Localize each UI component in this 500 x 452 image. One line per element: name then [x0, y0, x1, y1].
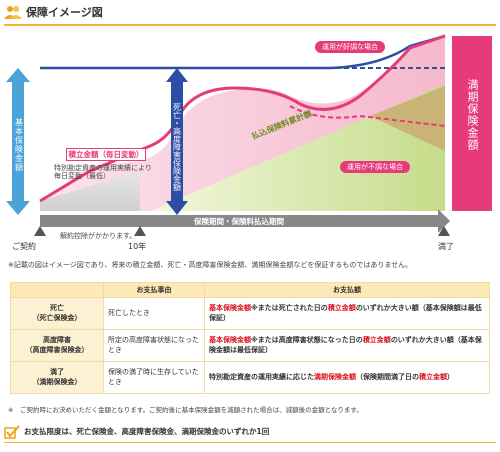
- people-icon: [4, 6, 22, 19]
- maturity-end-label: 満了: [438, 242, 454, 251]
- table-header-row: お支払事由 お支払額: [10, 282, 490, 298]
- table-header-empty: [10, 282, 104, 298]
- maturity-amount-label: 満期保険金額: [466, 79, 479, 151]
- section-title: 保障イメージ図: [26, 6, 103, 19]
- basic-amount-arrow: [6, 68, 30, 215]
- row-maturity-header: 満了 （満期保険金）: [10, 361, 104, 394]
- bad-case-area: [370, 86, 445, 151]
- chart-disclaimer: ※記載の図はイメージ図であり、将来の積立金額、死亡・高度障害保険金額、満期保険金…: [8, 261, 413, 269]
- payment-table: お支払事由 お支払額 死亡 （死亡保険金） 死亡したとき 基本保険金額※または死…: [10, 282, 490, 394]
- table-header-amount: お支払額: [204, 282, 490, 298]
- row-death-header: 死亡 （死亡保険金）: [10, 297, 104, 330]
- payment-limit-text: お支払限度は、死亡保険金、高度障害保険金、満期保険金のいずれか1回: [24, 427, 270, 436]
- maturity-bar: [452, 36, 492, 211]
- accumulated-label: 積立金額（毎日変動）: [66, 148, 146, 161]
- section-header: 保障イメージ図: [4, 2, 496, 22]
- death-amount-arrow: [166, 68, 188, 215]
- year10-label: 10年: [128, 242, 147, 251]
- row-disability-header: 高度障害 （高度障害保険金）: [10, 329, 104, 362]
- accumulated-note: 特別勘定資産の運用実績により 毎日変動（最低）: [54, 164, 152, 181]
- good-case-label: 運用が好調な場合: [315, 41, 385, 53]
- deduction-note: 解約控除がかかります。: [60, 232, 137, 240]
- period-arrow: [438, 209, 450, 233]
- table-row: 高度障害 （高度障害保険金） 所定の高度障害状態になったとき 基本保険金額※また…: [10, 329, 490, 362]
- surrender-area: [40, 171, 140, 211]
- table-header-event: お支払事由: [103, 282, 205, 298]
- row-disability-amount: 基本保険金額※または高度障害状態になった日の積立金額のいずれか大きい額（基本保険…: [204, 329, 490, 362]
- row-maturity-amount: 特別勘定資産の運用実績に応じた満期保険金額（保険期間満了日の積立金額）: [204, 361, 490, 394]
- header-divider: [4, 24, 496, 26]
- death-benefit-line: [40, 34, 446, 70]
- payment-limit-footer: お支払限度は、死亡保険金、高度障害保険金、満期保険金のいずれか1回: [4, 421, 496, 443]
- table-row: 満了 （満期保険金） 保険の満了時に生存していたとき 特別勘定資産の運用実績に応…: [10, 361, 490, 394]
- row-death-amount: 基本保険金額※または死亡された日の積立金額のいずれか大きい額（基本保険額は最低保…: [204, 297, 490, 330]
- bad-case-label: 運用が不調な場合: [340, 161, 410, 173]
- accumulated-line: [39, 34, 446, 203]
- checkbox-icon: [4, 424, 20, 439]
- period-bar: [40, 215, 438, 227]
- contract-label: ご契約: [12, 242, 36, 251]
- basic-amount-label: 基本保険金額: [14, 118, 24, 172]
- contract-note: ※ ご契約時にお決めいただく金額となります。ご契約後に基本保険金額を減額された場…: [8, 406, 363, 414]
- row-death-event: 死亡したとき: [103, 297, 205, 330]
- period-label: 保険期間・保険料払込期間: [194, 216, 284, 226]
- table-row: 死亡 （死亡保険金） 死亡したとき 基本保険金額※または死亡された日の積立金額の…: [10, 297, 490, 330]
- year10-marker: [134, 226, 146, 236]
- death-amount-label: 死亡・高度障害保険金額: [172, 103, 182, 191]
- row-maturity-event: 保険の満了時に生存していたとき: [103, 361, 205, 394]
- maturity-marker: [438, 226, 450, 236]
- row-disability-event: 所定の高度障害状態になったとき: [103, 329, 205, 362]
- contract-marker: [34, 226, 46, 236]
